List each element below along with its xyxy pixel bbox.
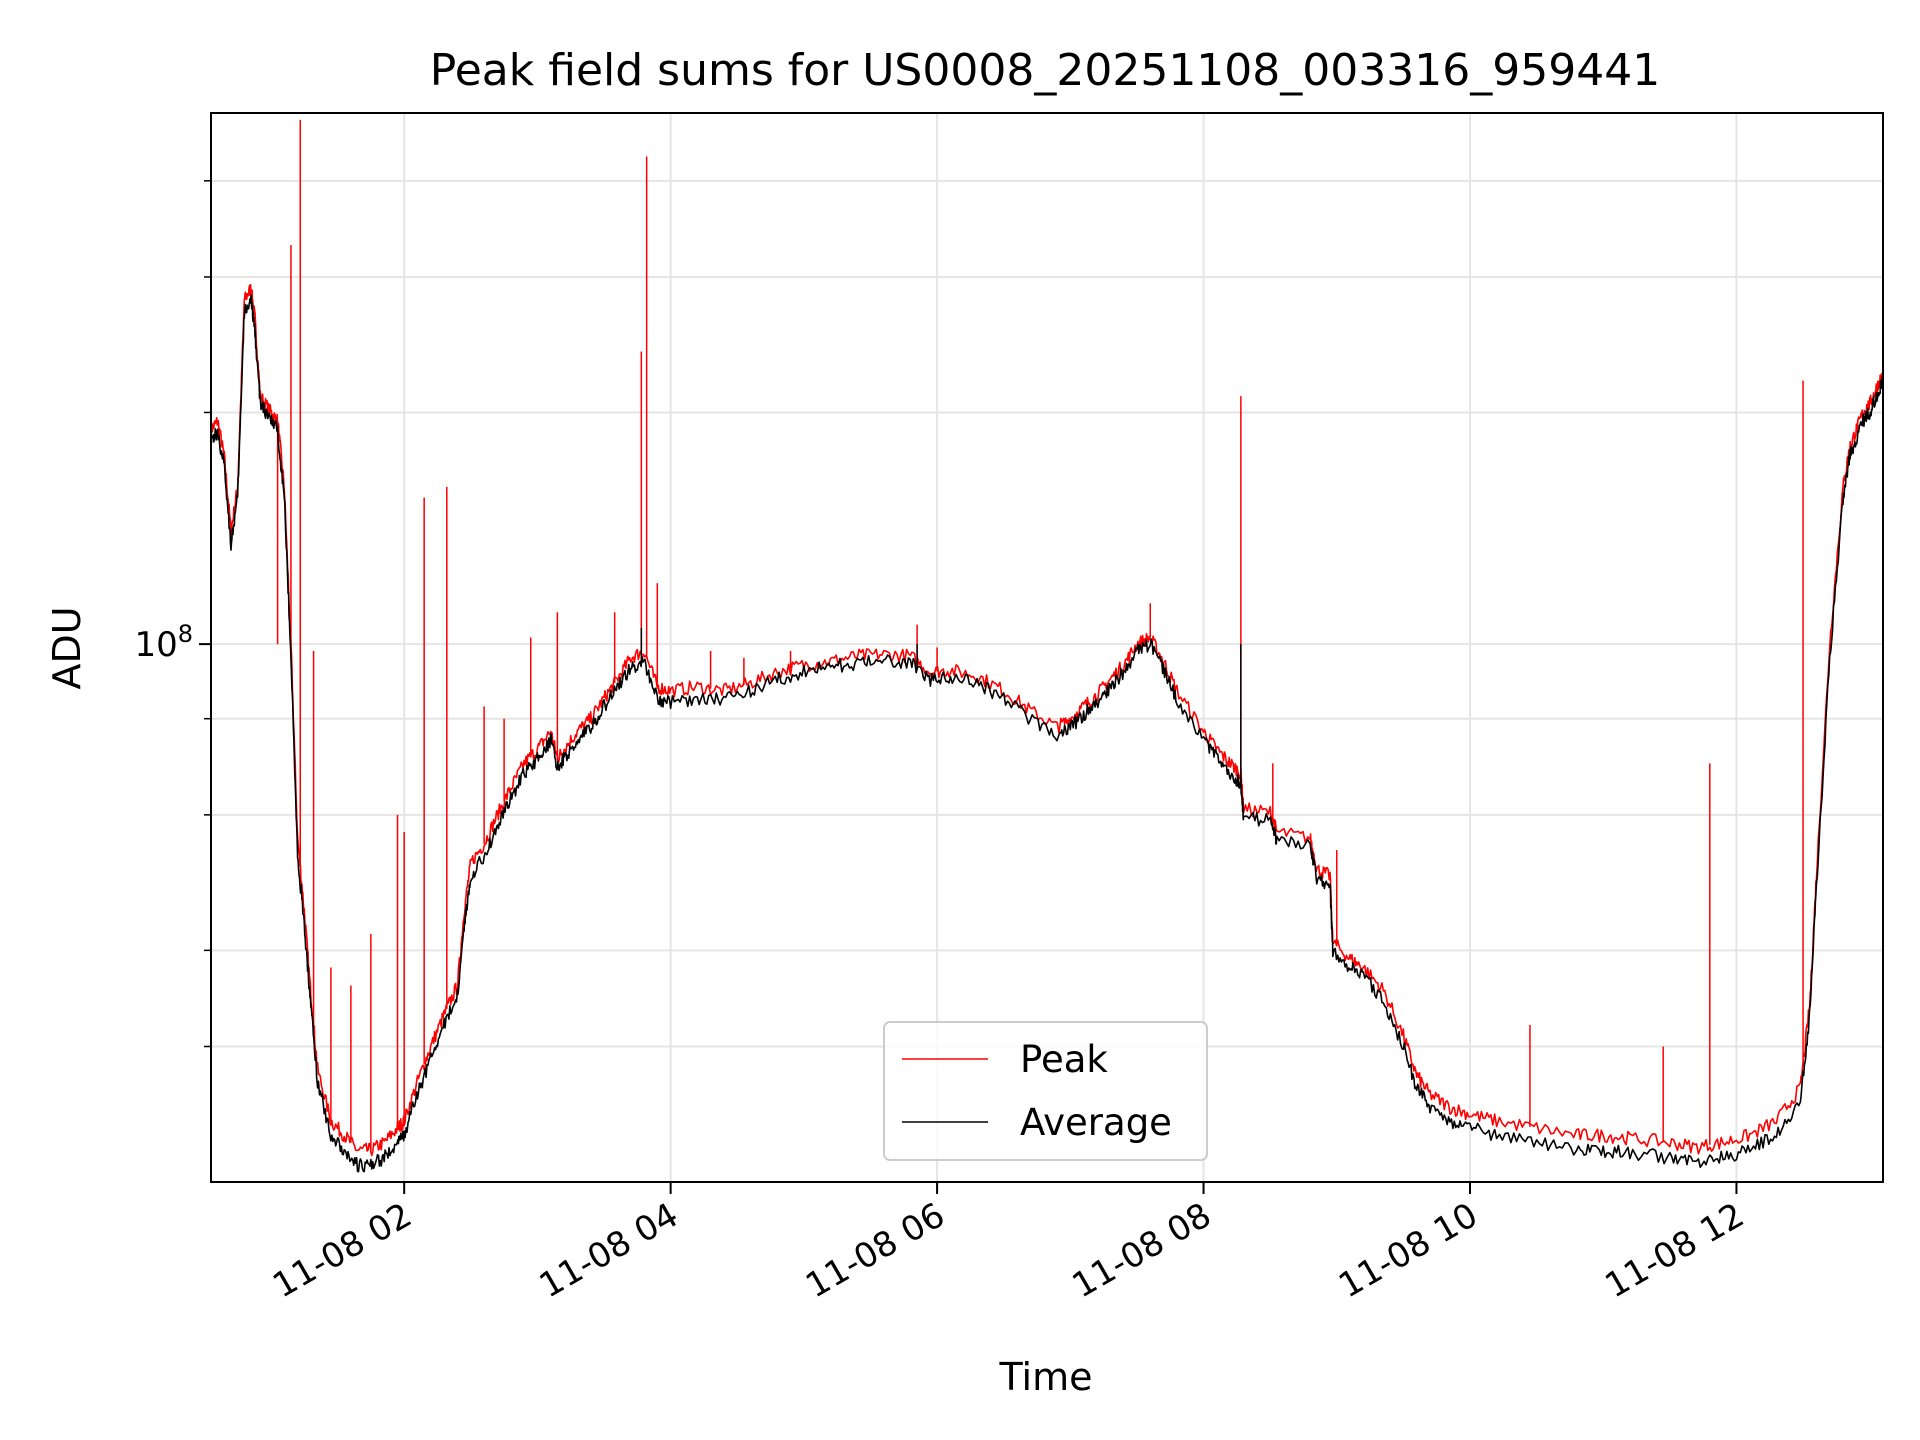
chart-title: Peak field sums for US0008_20251108_0033… — [430, 45, 1660, 96]
series-line-peak — [211, 283, 1883, 1157]
legend-box — [883, 1021, 1208, 1161]
plot-frame — [210, 112, 1884, 1183]
series-layer — [211, 119, 1883, 1173]
y-axis-label: ADU — [45, 606, 89, 689]
y-tick-label: 108 — [134, 620, 193, 665]
series-line-average — [211, 294, 1883, 1173]
legend: Peak Average — [883, 1021, 1208, 1161]
y-tick-label-base: 10 — [134, 625, 177, 665]
legend-average-label: Average — [1020, 1101, 1172, 1144]
legend-peak-label: Peak — [1020, 1038, 1108, 1081]
grid — [211, 113, 1883, 1182]
y-tick-label-exponent: 8 — [178, 620, 193, 648]
x-axis-label: Time — [999, 1355, 1093, 1399]
